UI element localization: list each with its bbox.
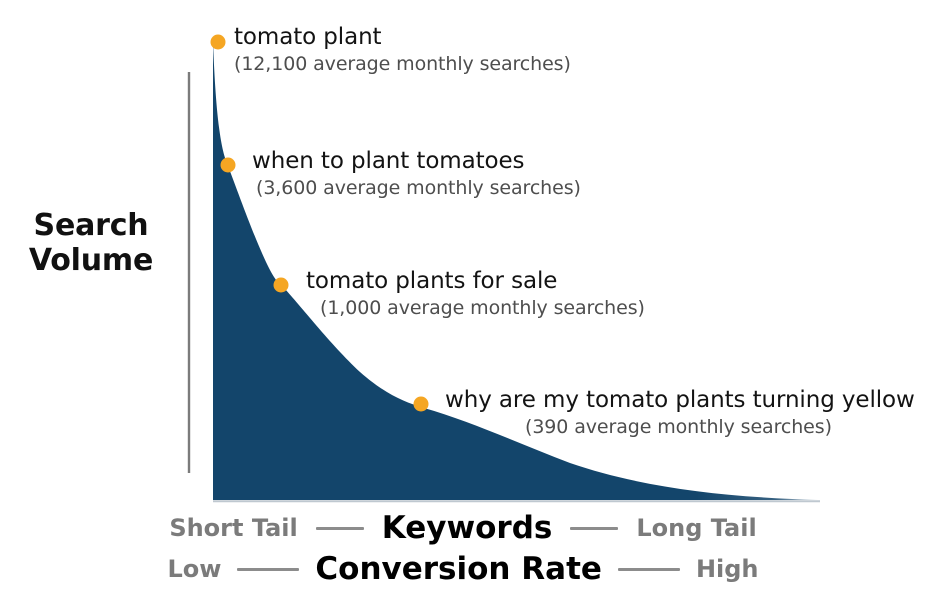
x-axis-left-label-low: Low [167, 555, 222, 583]
x-axis-conversion-caption: Low Conversion Rate High [0, 550, 926, 588]
data-point-keyword: tomato plants for sale [306, 268, 558, 294]
data-point-marker[interactable] [220, 157, 236, 173]
area-curve [213, 42, 818, 500]
caption-rule-left [237, 567, 300, 571]
data-point-keyword: when to plant tomatoes [252, 148, 525, 174]
data-point-marker[interactable] [413, 396, 429, 412]
caption-rule-right [617, 567, 680, 571]
data-point-volume: (1,000 average monthly searches) [320, 296, 645, 319]
data-point-label: tomato plant (12,100 average monthly sea… [234, 24, 571, 75]
data-point-volume: (390 average monthly searches) [525, 415, 832, 438]
data-point-keyword: tomato plant [234, 24, 382, 50]
x-axis-right-label-high: High [695, 555, 759, 583]
x-axis-center-label-conversion-rate: Conversion Rate [315, 551, 602, 587]
data-point-keyword: why are my tomato plants turning yellow [445, 387, 915, 413]
caption-rule-left [315, 526, 364, 530]
data-point-marker[interactable] [273, 277, 289, 293]
data-point-label: tomato plants for sale (1,000 average mo… [306, 268, 645, 319]
x-axis-right-label-long-tail: Long Tail [636, 514, 757, 542]
x-axis-left-label-short-tail: Short Tail [169, 514, 298, 542]
data-point-label: why are my tomato plants turning yellow … [445, 387, 915, 438]
data-point-marker[interactable] [210, 34, 226, 50]
y-axis-title: Search Volume [8, 208, 174, 279]
x-axis-keywords-caption: Short Tail Keywords Long Tail [0, 510, 926, 546]
y-axis-title-line-2: Volume [28, 243, 154, 279]
data-point-label: when to plant tomatoes (3,600 average mo… [252, 148, 581, 199]
data-point-volume: (3,600 average monthly searches) [256, 176, 581, 199]
caption-rule-right [570, 526, 619, 530]
y-axis-title-line-1: Search [33, 208, 149, 243]
x-axis-center-label-keywords: Keywords [381, 510, 553, 546]
data-point-volume: (12,100 average monthly searches) [234, 52, 571, 75]
